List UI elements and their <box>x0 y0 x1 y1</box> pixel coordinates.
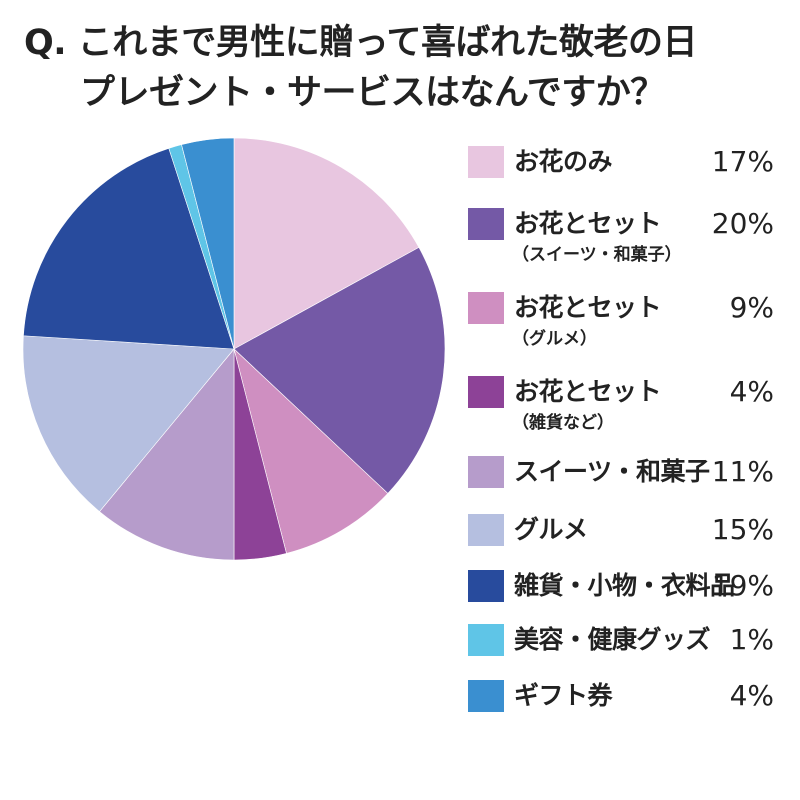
legend-value: 15% <box>711 513 774 546</box>
legend-label: ギフト券 <box>514 681 613 710</box>
chart-title: Q. これまで男性に贈って喜ばれた敬老の日 プレゼント・サービスはなんですか？ <box>24 18 784 118</box>
pie-slice-1 <box>233 137 420 350</box>
legend-label: グルメ <box>514 515 588 544</box>
legend-value: 4% <box>729 375 774 408</box>
legend-swatch <box>468 456 504 488</box>
legend-sublabel: （雑貨など） <box>512 413 614 433</box>
legend-swatch <box>468 514 504 546</box>
pie-slice-7 <box>23 147 235 350</box>
legend-swatch <box>468 570 504 602</box>
legend-value: 11% <box>711 455 774 488</box>
legend-swatch <box>468 146 504 178</box>
legend-label: 雑貨・小物・衣料品 <box>514 571 735 600</box>
legend-sublabel: （スイーツ・和菓子） <box>512 245 682 265</box>
legend-label: お花とセット <box>514 209 662 238</box>
pie-slice-3 <box>233 348 389 554</box>
legend-value: 19% <box>711 569 774 602</box>
pie-slice-5 <box>99 348 235 561</box>
legend-label: お花とセット <box>514 377 662 406</box>
title-line-2: プレゼント・サービスはなんですか？ <box>80 73 665 113</box>
pie-slice-9 <box>181 137 235 350</box>
legend-value: 1% <box>729 623 774 656</box>
legend-swatch <box>468 292 504 324</box>
legend-label: お花とセット <box>514 293 662 322</box>
legend-label: お花のみ <box>514 147 613 176</box>
legend-swatch <box>468 680 504 712</box>
legend-swatch <box>468 208 504 240</box>
legend-swatch <box>468 376 504 408</box>
legend-label: スイーツ・和菓子 <box>514 457 710 486</box>
pie-slice-2 <box>233 246 446 494</box>
title-line-1: Q. これまで男性に贈って喜ばれた敬老の日 <box>24 23 698 63</box>
legend-value: 20% <box>711 207 774 240</box>
legend-value: 4% <box>729 679 774 712</box>
legend-label: 美容・健康グッズ <box>514 625 711 654</box>
legend-value: 17% <box>711 145 774 178</box>
legend-sublabel: （グルメ） <box>512 329 597 349</box>
pie-slice-6 <box>22 335 235 513</box>
legend-swatch <box>468 624 504 656</box>
legend-value: 9% <box>729 291 774 324</box>
